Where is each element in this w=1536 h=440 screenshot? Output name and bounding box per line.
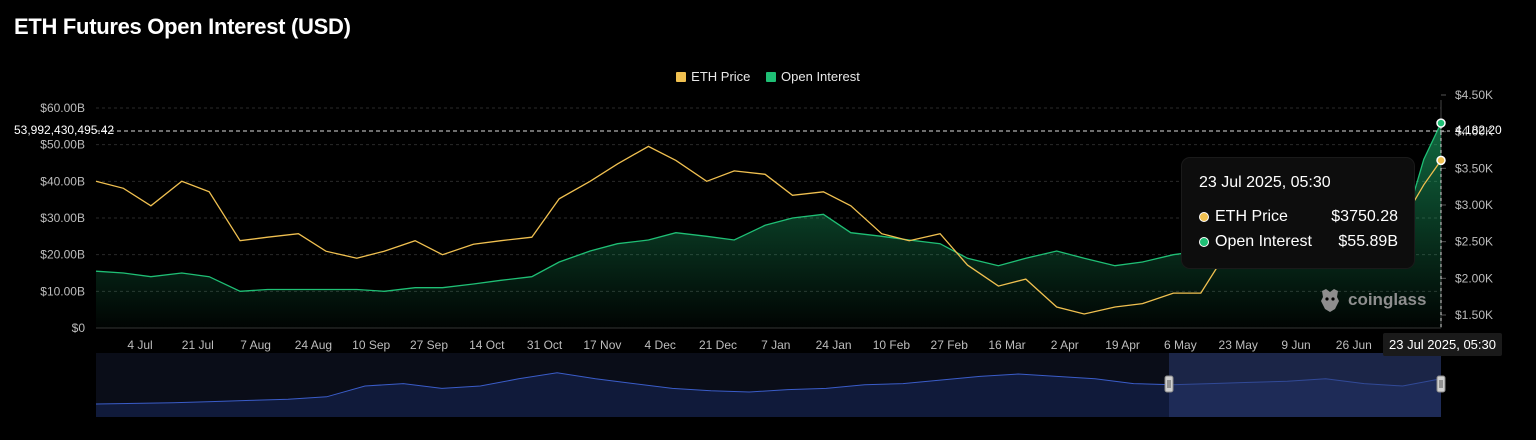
legend-swatch-eth-price (676, 71, 687, 82)
tooltip-value-eth-price: $3750.28 (1331, 208, 1398, 225)
x-tick-label: 6 May (1164, 338, 1197, 352)
legend-label-open-interest: Open Interest (781, 69, 860, 84)
eth-price-marker (1436, 155, 1446, 166)
y-right-tick-label: $1.50K (1455, 308, 1493, 322)
x-tick-label: 7 Jan (761, 338, 790, 352)
x-tick-label: 27 Feb (931, 338, 969, 352)
navigator-scrollbar[interactable] (95, 353, 1446, 417)
tooltip-dot-eth-price (1199, 212, 1209, 222)
open-interest-area (96, 123, 1441, 328)
y-left-tick-label: $20.00B (40, 248, 85, 262)
crosshair-left-value: 53,992,430,495.42 (14, 123, 115, 137)
handle-body (1436, 375, 1446, 393)
x-tick-label: 26 Jun (1336, 338, 1372, 352)
x-tick-label: 4 Dec (645, 338, 676, 352)
x-tick-label: 31 Oct (527, 338, 563, 352)
x-tick-label: 14 Oct (469, 338, 505, 352)
y-left-tick-label: $50.00B (40, 138, 85, 152)
legend-item-eth-price[interactable]: ETH Price (676, 69, 750, 84)
crosshair-x-label: 23 Jul 2025, 05:30 (1383, 333, 1502, 356)
tooltip-value-open-interest: $55.89B (1338, 233, 1398, 250)
x-tick-label: 21 Jul (182, 338, 214, 352)
tooltip-title: 23 Jul 2025, 05:30 (1199, 174, 1331, 191)
open-interest-marker (1436, 118, 1446, 128)
navigator-area (96, 372, 1441, 417)
x-tick-label: 24 Aug (295, 338, 332, 352)
x-tick-label: 21 Dec (699, 338, 737, 352)
coinglass-watermark: coinglass (1318, 287, 1426, 313)
x-tick-label: 10 Sep (352, 338, 390, 352)
tooltip-label-eth-price: ETH Price (1215, 208, 1288, 225)
y-left-tick-label: $10.00B (40, 284, 85, 298)
chart-legend: ETH Price Open Interest (0, 69, 1536, 85)
y-right-tick-label: $2.00K (1455, 271, 1493, 285)
crosshair (96, 118, 1450, 328)
crosshair-right-value: 4,182.20 (1455, 123, 1502, 137)
y-right-tick-label: $3.00K (1455, 198, 1493, 212)
legend-item-open-interest[interactable]: Open Interest (766, 69, 860, 84)
y-left-tick-label: $0 (72, 321, 86, 335)
y-left-tick-label: $60.00B (40, 101, 85, 115)
tooltip-dot-open-interest (1199, 237, 1209, 247)
y-right-tick-label: $3.50K (1455, 161, 1493, 175)
x-tick-label: 27 Sep (410, 338, 448, 352)
legend-swatch-open-interest (766, 71, 777, 82)
y-axis-right: $1.50K $2.00K $2.50K $3.00K $3.50K $4.00K $4.5… (1441, 88, 1493, 322)
y-left-tick-label: $30.00B (40, 211, 85, 225)
x-tick-label: 24 Jan (816, 338, 852, 352)
tooltip-row-open-interest: Open Interest $55.89B (1199, 233, 1398, 251)
y-axis-left: $0 $10.00B $20.00B $30.00B $40.00B $50.00B $60… (40, 101, 85, 335)
y-left-tick-label: $40.00B (40, 174, 85, 188)
grid-lines (96, 107, 1441, 292)
x-tick-label: 17 Nov (583, 338, 621, 352)
watermark-text: coinglass (1348, 290, 1427, 309)
tooltip: 23 Jul 2025, 05:30 ETH Price $3750.28 Op… (1182, 158, 1414, 268)
y-right-tick-label: $4.00K (1455, 125, 1493, 139)
x-tick-label: 7 Aug (240, 338, 271, 352)
x-tick-label: 23 May (1219, 338, 1258, 352)
navigator-handle-left[interactable] (1164, 375, 1174, 393)
y-right-tick-label: $2.50K (1455, 235, 1493, 249)
x-tick-label: 9 Jun (1281, 338, 1310, 352)
y-right-tick-label: $4.50K (1455, 88, 1493, 102)
page-title: ETH Futures Open Interest (USD) (14, 14, 351, 39)
tooltip-label-open-interest: Open Interest (1215, 233, 1312, 250)
x-tick-label: 19 Apr (1105, 338, 1140, 352)
x-tick-label: 2 Apr (1051, 338, 1079, 352)
x-tick-label: 4 Jul (127, 338, 152, 352)
x-tick-label: 16 Mar (988, 338, 1025, 352)
tooltip-row-eth-price: ETH Price $3750.28 (1199, 208, 1398, 226)
navigator-selection (1169, 353, 1441, 417)
legend-label-eth-price: ETH Price (691, 69, 751, 84)
navigator-handle-right[interactable] (1436, 375, 1446, 393)
handle-body (1164, 375, 1174, 393)
x-tick-label: 10 Feb (873, 338, 911, 352)
coinglass-logo-icon (1321, 289, 1339, 312)
